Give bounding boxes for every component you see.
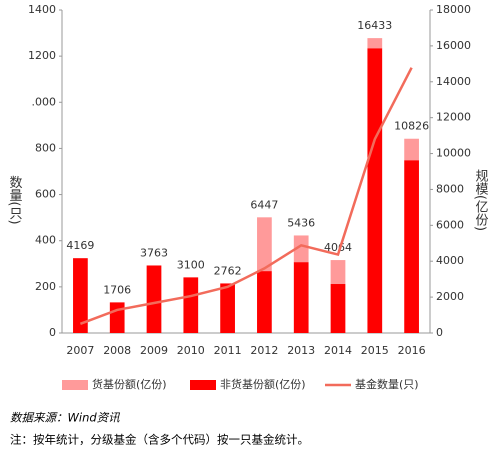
line — [79, 67, 413, 325]
bar — [367, 38, 383, 49]
data-label: 2762 — [214, 264, 242, 277]
bar — [146, 265, 162, 333]
bar — [183, 277, 199, 333]
source: 数据来源：Wind资讯 — [10, 411, 120, 425]
bar — [367, 48, 383, 333]
y2-tick-label: 10000 — [436, 147, 471, 160]
data-label: 4064 — [324, 241, 352, 254]
legend-swatch — [62, 380, 88, 390]
legend-label: 货基份额(亿份) — [92, 377, 167, 391]
y-tick-label: 200 — [35, 280, 56, 293]
data-label: 3763 — [140, 246, 168, 259]
y2-tick-label: 0 — [436, 326, 443, 339]
x-tick-label: 2016 — [398, 344, 426, 357]
x-tick-label: 2009 — [140, 344, 168, 357]
y2-tick-label: 2000 — [436, 290, 464, 303]
bar — [293, 235, 309, 263]
y-tick-label: 1200 — [28, 49, 56, 62]
x-tick-label: 2014 — [324, 344, 352, 357]
legend-swatch — [190, 380, 216, 390]
data-label: 16433 — [357, 19, 392, 32]
y2-tick-label: 16000 — [436, 39, 471, 52]
y-tick-label: 0 — [49, 326, 56, 339]
y-tick-label: 400 — [35, 234, 56, 247]
y-tick-label: 1400 — [28, 3, 56, 16]
data-label: 3100 — [177, 258, 205, 271]
y2-axis-label: 规模(亿份) — [473, 169, 489, 231]
x-tick-label: 2012 — [250, 344, 278, 357]
bar — [73, 258, 88, 333]
x-tick-label: 2013 — [287, 344, 315, 357]
y-tick-label: 600 — [35, 188, 56, 201]
bar — [257, 271, 272, 333]
bar — [220, 283, 235, 333]
bar — [330, 260, 346, 285]
x-tick-label: 2011 — [214, 344, 242, 357]
legend-label: 基金数量(只) — [355, 377, 419, 391]
bar — [257, 217, 272, 272]
bar — [293, 262, 309, 333]
y2-tick-label: 6000 — [436, 218, 464, 231]
data-label: 10826 — [394, 120, 429, 133]
y2-tick-label: 14000 — [436, 75, 471, 88]
data-label: 4169 — [66, 239, 94, 252]
bar — [404, 138, 419, 161]
x-tick-label: 2010 — [177, 344, 205, 357]
bar — [330, 284, 346, 333]
y2-tick-label: 8000 — [436, 182, 464, 195]
y-tick-label: .000 — [32, 95, 57, 108]
bar — [109, 302, 125, 333]
note: 注：按年统计，分级基金（含多个代码）按一只基金统计。 — [10, 433, 309, 447]
y2-tick-label: 18000 — [436, 3, 471, 16]
bar — [404, 160, 419, 333]
x-tick-label: 2007 — [66, 344, 94, 357]
legend-label: 非货基份额(亿份) — [220, 377, 306, 391]
y2-tick-label: 4000 — [436, 254, 464, 267]
data-label: 6447 — [250, 198, 278, 211]
x-tick-label: 2015 — [361, 344, 389, 357]
x-tick-label: 2008 — [103, 344, 131, 357]
data-label: 1706 — [103, 283, 131, 296]
y-tick-label: 800 — [35, 141, 56, 154]
y-axis-label: 数量(只) — [7, 175, 23, 224]
y2-tick-label: 12000 — [436, 111, 471, 124]
data-label: 5436 — [287, 216, 315, 229]
